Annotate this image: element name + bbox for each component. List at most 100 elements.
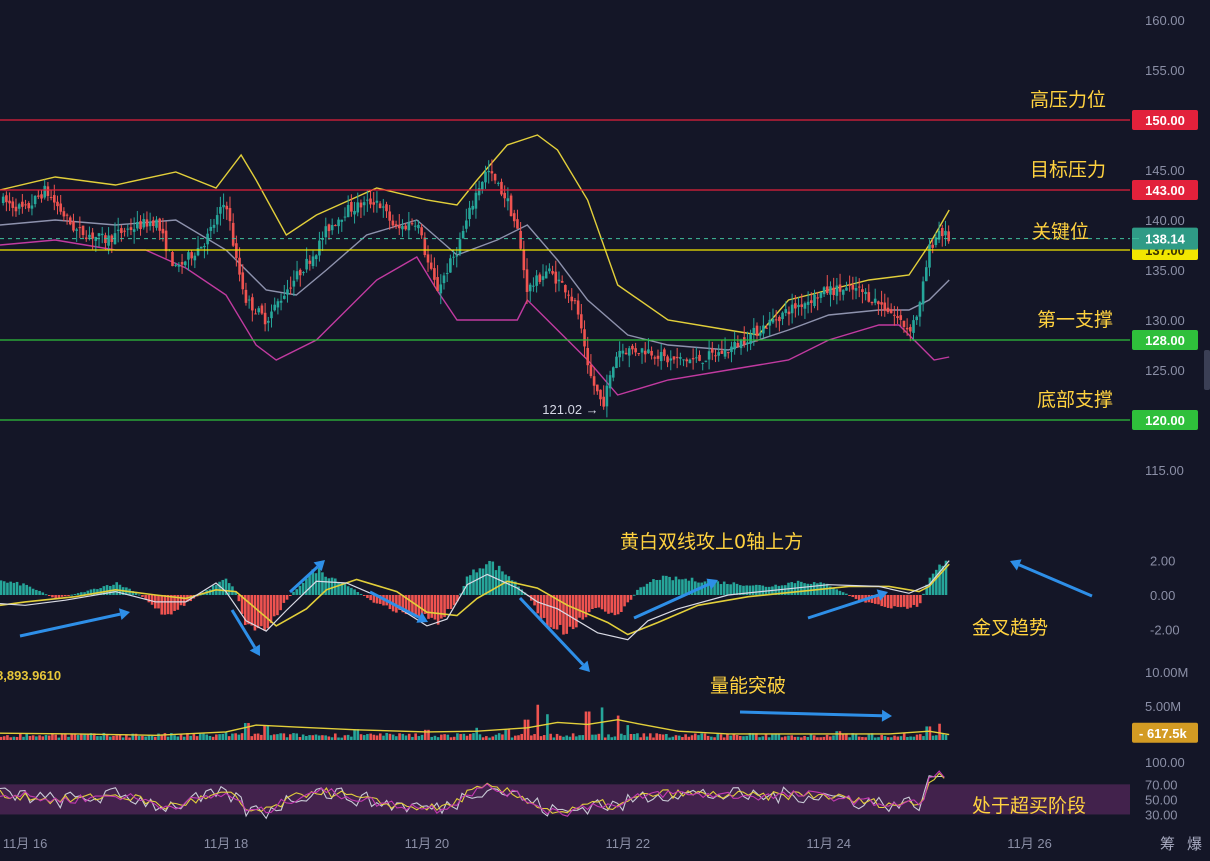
candle-body [110, 235, 114, 242]
candle-body [65, 214, 69, 216]
candle [717, 344, 720, 362]
side-scroll-handle[interactable] [1204, 350, 1210, 390]
volume-bar [440, 734, 443, 740]
candle-body [199, 246, 203, 249]
candle-body [433, 268, 436, 280]
macd-bar [237, 595, 241, 602]
candle-body [282, 295, 286, 299]
candlesticks[interactable] [1, 159, 950, 418]
candle [267, 316, 270, 332]
volume-bar [848, 737, 851, 740]
macd-bar [440, 595, 443, 619]
volume-bar [92, 733, 96, 740]
oscillator-pane[interactable] [0, 770, 1130, 820]
macd-bar [353, 589, 356, 595]
candle-body [171, 251, 174, 267]
volume-bar [411, 736, 414, 740]
macd-bar [938, 564, 941, 595]
candle-body [145, 219, 149, 227]
candle [196, 236, 200, 257]
volume-bar [18, 733, 22, 740]
volume-bar [398, 733, 401, 740]
volume-bar [295, 733, 299, 740]
annotation-arrow-shaft [288, 565, 319, 594]
candle-body [739, 339, 743, 349]
candle-body [825, 286, 829, 294]
candle [928, 239, 931, 277]
annotation-arrow [288, 560, 325, 594]
volume-pane[interactable] [0, 704, 950, 740]
candle-body [53, 195, 56, 203]
macd-bar [507, 576, 511, 595]
candle-body [295, 271, 299, 280]
candle [81, 225, 85, 239]
candle [615, 351, 618, 369]
volume-bar [35, 736, 38, 740]
macd-bar [60, 595, 64, 597]
volume-bar [504, 729, 507, 740]
candle-body [152, 220, 155, 227]
volume-bar [764, 734, 768, 740]
candle-body [710, 348, 714, 353]
macd-bar [356, 592, 360, 595]
candle [381, 198, 385, 218]
volume-bar [324, 735, 327, 740]
volume-bar [208, 735, 212, 740]
volume-bar [845, 733, 848, 740]
macd-bar [250, 595, 254, 626]
volume-bar [356, 729, 360, 740]
volume-bar [443, 734, 446, 740]
oscillator-tick-label: 30.00 [1145, 807, 1178, 822]
macd-bar [642, 586, 646, 595]
macd-pane[interactable]: 8,893.9610 [0, 560, 950, 683]
candle-body [912, 320, 915, 333]
candle [532, 277, 535, 292]
toolbar-item-1[interactable]: 筹 [1160, 836, 1175, 853]
volume-bar [395, 736, 398, 740]
macd-bar [491, 561, 495, 595]
volume-bar [112, 735, 115, 740]
volume-bar [337, 737, 340, 740]
macd-bar [713, 581, 716, 595]
macd-bar [880, 595, 884, 607]
price-axis[interactable]: 160.00 155.00 150.00 145.00 140.00 135.00 130.… [1145, 13, 1185, 478]
candle-body [394, 224, 398, 226]
volume-bar [668, 737, 671, 740]
candle [682, 359, 685, 367]
macd-bar [41, 592, 45, 595]
osc-line-d [0, 772, 945, 814]
candle [193, 252, 197, 269]
candle-body [656, 355, 660, 359]
macd-bar [674, 576, 678, 595]
volume-bar [343, 735, 347, 740]
time-axis[interactable]: 11月 16 11月 18 11月 20 11月 22 11月 24 11月 26 [3, 836, 1052, 851]
volume-bar [276, 734, 279, 740]
volume-bar [433, 735, 437, 740]
volume-axis: 10.00M 5.00M - 617.5k [1132, 665, 1198, 743]
price-tick-label: 115.00 [1145, 463, 1184, 478]
macd-bar [35, 589, 38, 595]
candle-body [909, 327, 912, 332]
candle-body [592, 376, 596, 386]
macd-bar [941, 565, 945, 595]
macd-bar [597, 595, 601, 608]
macd-bar [6, 582, 9, 595]
price-pane[interactable]: 121.02 → [0, 119, 1130, 421]
candle-body [5, 195, 8, 203]
candle [314, 254, 318, 267]
volume-last-pill: - 617.5k [1132, 722, 1198, 743]
candle-body [458, 239, 462, 254]
candle-body [803, 303, 807, 309]
candle-body [838, 284, 842, 292]
candle [353, 201, 356, 224]
macd-histogram [0, 560, 948, 635]
macd-bar [378, 595, 382, 604]
macd-bar [616, 595, 620, 615]
macd-bar [12, 582, 16, 595]
candle-body [174, 264, 177, 266]
candle [423, 232, 427, 258]
volume-bar [523, 719, 527, 740]
macd-bar [18, 585, 22, 595]
macd-bar [809, 583, 813, 595]
toolbar-item-2[interactable]: 爆 [1187, 836, 1202, 853]
